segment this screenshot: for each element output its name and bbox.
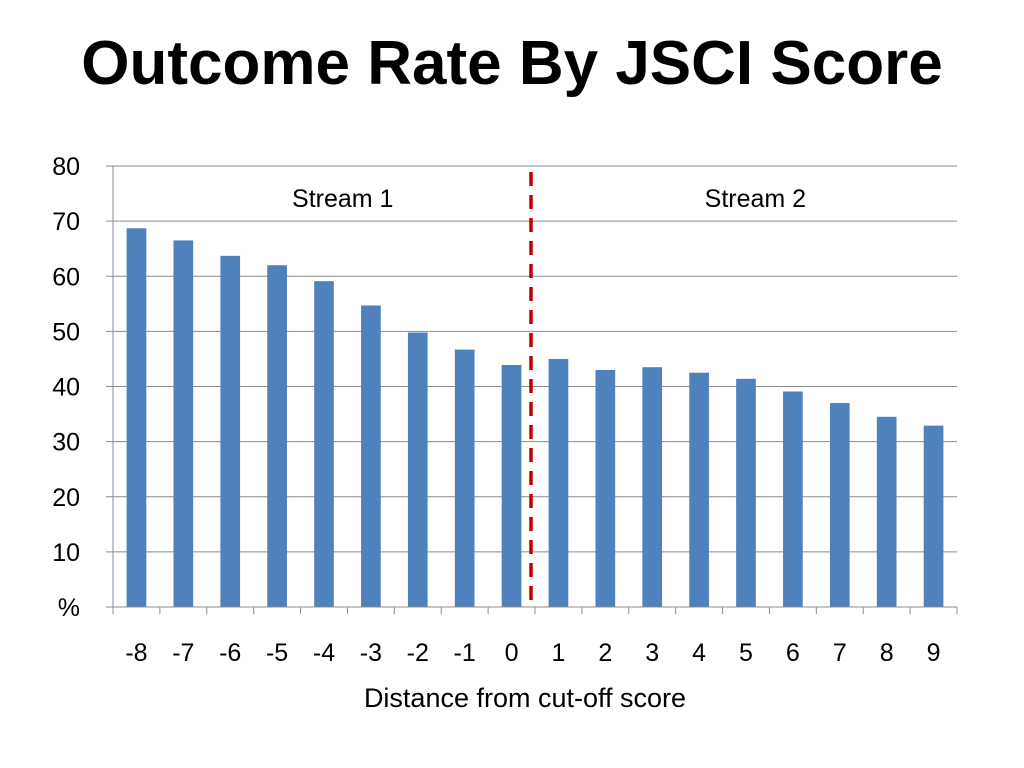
bar bbox=[220, 255, 241, 607]
x-tick-label: 8 bbox=[880, 639, 894, 667]
axes bbox=[112, 166, 958, 614]
y-tick-label: 50 bbox=[52, 318, 80, 346]
bar bbox=[689, 372, 709, 607]
y-tick-labels: % 10 20 30 40 50 60 70 80 bbox=[52, 153, 80, 622]
x-tick-label: 4 bbox=[692, 639, 706, 667]
x-tick-label: 9 bbox=[927, 639, 941, 667]
x-tick-label: -6 bbox=[219, 639, 241, 667]
x-tick-label: -3 bbox=[360, 639, 382, 667]
annotation-stream-2: Stream 2 bbox=[705, 185, 806, 213]
bar bbox=[314, 281, 334, 607]
x-tick-label: 0 bbox=[505, 639, 519, 667]
bar-series bbox=[126, 228, 944, 607]
y-tick-label: % bbox=[58, 594, 80, 622]
y-tick-label: 60 bbox=[52, 263, 80, 291]
bar bbox=[173, 240, 194, 607]
x-tick-label: 6 bbox=[786, 639, 800, 667]
y-tick-label: 80 bbox=[52, 153, 80, 181]
bar bbox=[267, 265, 287, 607]
gridlines bbox=[106, 165, 957, 608]
bar bbox=[595, 369, 616, 607]
bar bbox=[126, 228, 147, 607]
x-tick-label: -7 bbox=[172, 639, 194, 667]
x-tick-label: 2 bbox=[598, 639, 612, 667]
x-axis-title: Distance from cut-off score bbox=[364, 683, 686, 713]
bar bbox=[736, 378, 756, 607]
bar bbox=[783, 391, 803, 607]
y-tick-label: 20 bbox=[52, 484, 80, 512]
bar bbox=[361, 305, 381, 607]
x-tick-label: 3 bbox=[645, 639, 659, 667]
bar bbox=[454, 349, 475, 607]
x-tick-label: 7 bbox=[833, 639, 847, 667]
bar bbox=[923, 425, 944, 607]
bar bbox=[548, 358, 569, 607]
x-tick-label: -5 bbox=[266, 639, 288, 667]
x-tick-label: 5 bbox=[739, 639, 753, 667]
x-tick-label: 1 bbox=[551, 639, 565, 667]
y-tick-label: 30 bbox=[52, 429, 80, 457]
y-tick-label: 40 bbox=[52, 374, 80, 402]
y-tick-label: 70 bbox=[52, 208, 80, 236]
x-tick-label: -2 bbox=[407, 639, 429, 667]
bar bbox=[876, 416, 897, 607]
bar bbox=[642, 367, 663, 607]
x-tick-label: -8 bbox=[125, 639, 147, 667]
annotation-stream-1: Stream 1 bbox=[292, 185, 393, 213]
bar bbox=[501, 365, 522, 607]
y-tick-label: 10 bbox=[52, 539, 80, 567]
x-tick-label: -1 bbox=[454, 639, 476, 667]
bar bbox=[829, 403, 850, 607]
chart-title: Outcome Rate By JSCI Score bbox=[81, 29, 943, 98]
x-tick-labels: -8 -7 -6 -5 -4 -3 -2 -1 0 1 2 3 4 5 6 7 8 9 bbox=[125, 639, 940, 667]
x-tick-label: -4 bbox=[313, 639, 335, 667]
bar bbox=[407, 332, 428, 607]
